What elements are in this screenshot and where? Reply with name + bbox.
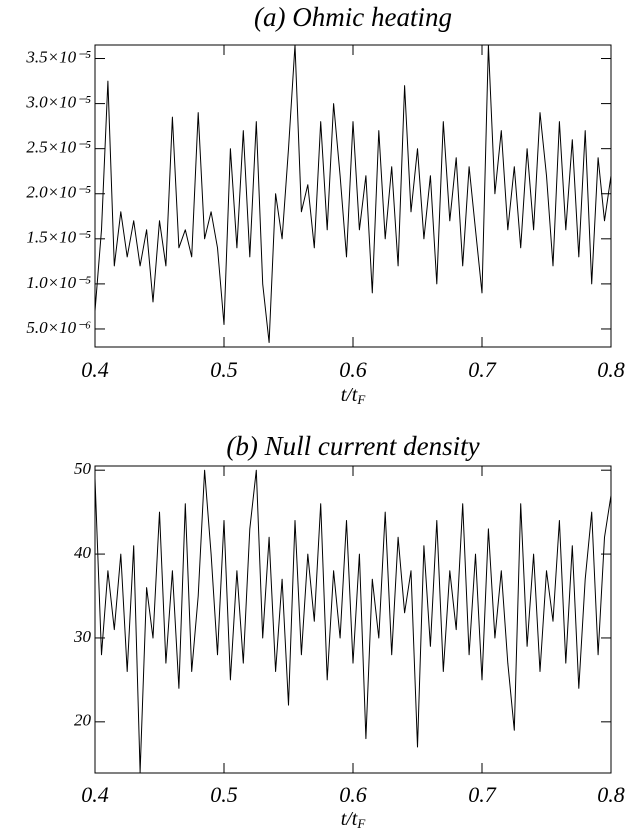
y-tick-label: 50 [74,459,92,478]
plot-frame [94,465,612,774]
x-axis-label-sub: F [356,816,366,831]
x-tick-label: 0.6 [339,357,367,382]
y-tick-label: 5.0×10⁻⁶ [26,318,91,337]
x-tick-label: 0.8 [597,357,625,382]
y-tick-label: 1.0×10⁻⁵ [26,273,91,292]
chart-title: (a) Ohmic heating [254,2,452,32]
x-axis-label: t/tF [341,808,367,831]
y-tick-label: 2.5×10⁻⁵ [26,138,91,157]
x-tick-label: 0.7 [468,782,497,807]
y-tick-label: 3.5×10⁻⁵ [25,47,91,66]
y-tick-label: 1.5×10⁻⁵ [26,228,91,247]
x-axis-label-main: t/t [341,808,358,830]
data-line [95,45,611,343]
x-axis-label-main: t/t [341,384,358,406]
y-tick-label: 3.0×10⁻⁵ [25,93,91,112]
x-tick-label: 0.4 [81,357,109,382]
y-tick-label: 40 [74,543,92,562]
chart-title: (b) Null current density [226,431,479,461]
data-line [95,469,611,773]
x-tick-label: 0.5 [210,357,238,382]
x-tick-label: 0.5 [210,782,238,807]
plot-area [95,45,611,343]
y-tick-label: 20 [74,711,92,730]
x-axis-label-sub: F [356,392,366,407]
plot-area [95,469,611,773]
x-axis-label: t/tF [341,384,367,407]
x-tick-label: 0.7 [468,357,497,382]
y-tick-label: 2.0×10⁻⁵ [26,183,91,202]
x-tick-label: 0.8 [597,782,625,807]
plot-frame [94,44,612,348]
y-tick-label: 30 [73,627,92,646]
x-tick-label: 0.6 [339,782,367,807]
x-tick-label: 0.4 [81,782,109,807]
